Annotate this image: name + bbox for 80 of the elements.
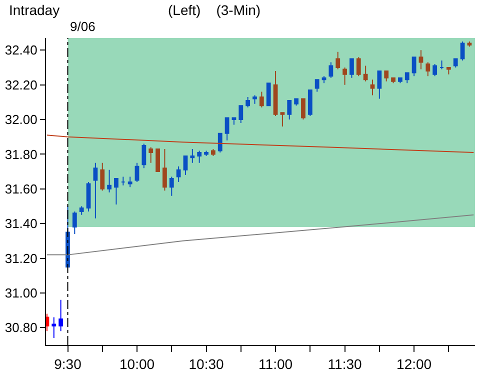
candlestick: [273, 70, 278, 117]
candlestick: [391, 77, 396, 84]
candlestick: [183, 155, 188, 176]
candlestick: [363, 65, 368, 82]
candlestick: [328, 62, 334, 78]
candlestick: [162, 148, 167, 192]
candlestick: [107, 169, 112, 193]
candlestick: [224, 117, 230, 141]
candlestick: [342, 66, 347, 86]
candlestick: [418, 50, 424, 70]
candlestick: [460, 40, 465, 62]
candlestick: [176, 166, 181, 182]
candlestick: [100, 162, 105, 192]
candlestick: [190, 148, 195, 164]
x-tick-label: 11:00: [258, 356, 293, 372]
candlestick: [93, 162, 98, 219]
y-tick-label: 31.80: [4, 146, 38, 162]
candlestick: [72, 210, 77, 234]
chart-title: Intraday: [9, 2, 60, 18]
candlestick: [58, 299, 64, 332]
candlestick: [350, 58, 354, 78]
candlestick: [232, 117, 236, 126]
y-tick-label: 31.20: [4, 250, 38, 266]
candlestick: [467, 40, 472, 48]
candlestick: [86, 181, 91, 212]
candlestick: [398, 77, 402, 84]
y-tick-label: 30.80: [4, 320, 38, 336]
y-tick-label: 31.60: [4, 181, 38, 196]
candlestick: [120, 176, 126, 186]
candlestick: [377, 70, 382, 100]
line-series: [46, 134, 474, 153]
candlestick: [370, 79, 375, 96]
candlestick: [252, 94, 257, 104]
candlestick: [156, 148, 160, 172]
chart-subtitle: (Left) (3-Min): [168, 2, 261, 18]
x-tick-label: 10:30: [188, 356, 224, 372]
candlestick: [148, 146, 154, 164]
candlestick: [259, 91, 264, 108]
candlestick: [412, 56, 416, 77]
candlestick: [218, 132, 222, 153]
candlestick: [384, 70, 389, 82]
candlestick: [301, 98, 306, 120]
y-tick-label: 32.20: [4, 77, 38, 92]
candlestick: [266, 82, 271, 106]
candlestick: [453, 58, 458, 68]
line-series: [46, 214, 474, 256]
candlestick: [440, 60, 444, 70]
candlestick: [142, 143, 146, 169]
x-tick-label: 9:30: [54, 356, 82, 372]
candlestick: [246, 96, 250, 108]
candlestick: [336, 51, 340, 70]
candlestick: [308, 90, 312, 117]
candlestick: [446, 66, 451, 75]
candlestick: [52, 316, 56, 339]
y-tick-label: 31.40: [4, 216, 38, 232]
candlestick: [114, 178, 118, 206]
x-tick-label: 11:30: [328, 356, 362, 372]
candlestick: [356, 56, 361, 77]
candlestick: [287, 100, 292, 120]
candlestick: [314, 79, 320, 92]
candlestick: [280, 112, 285, 127]
y-tick-label: 31.00: [4, 286, 38, 301]
candlestick: [197, 150, 202, 164]
candlestick: [238, 105, 244, 124]
candlestick: [426, 62, 430, 77]
candlestick: [79, 206, 84, 216]
x-tick-label: 10:00: [119, 356, 155, 372]
ref-line-label: 9/06: [70, 19, 96, 34]
candlestick: [404, 72, 410, 84]
candlestick: [211, 148, 216, 156]
candlestick: [204, 150, 208, 156]
y-tick-label: 32.40: [4, 42, 38, 58]
candlestick: [432, 64, 438, 77]
candlestick: [294, 98, 298, 106]
y-tick-label: 32.00: [4, 112, 38, 128]
x-tick-label: 12:00: [396, 356, 432, 372]
candlestick: [169, 176, 174, 196]
candlestick: [128, 176, 132, 188]
candlestick: [322, 76, 326, 84]
candlestick: [134, 162, 140, 182]
